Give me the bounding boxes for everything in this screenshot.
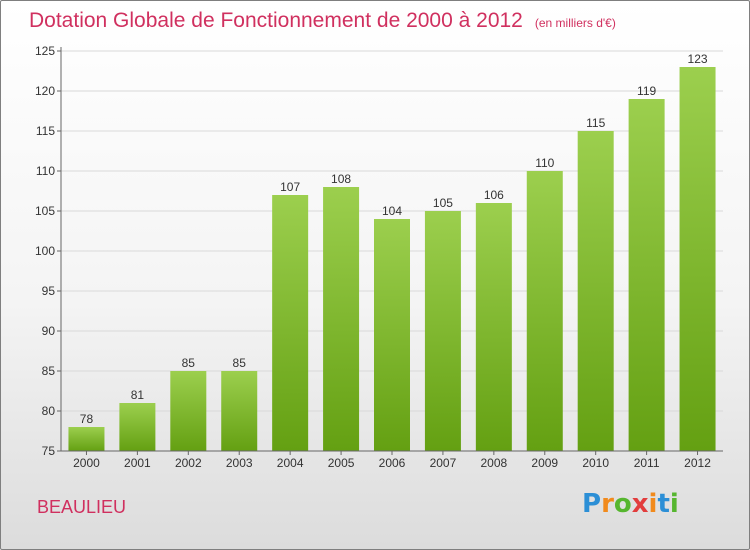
- x-tick-label: 2000: [73, 456, 100, 470]
- bar-value-label: 106: [484, 188, 504, 202]
- x-tick-label: 2004: [277, 456, 304, 470]
- logo-letter: t: [657, 489, 670, 519]
- bars: [68, 67, 716, 451]
- logo-letter: r: [601, 489, 614, 519]
- logo-letter: i: [648, 489, 658, 519]
- y-tick-label: 105: [35, 204, 55, 218]
- x-tick-label: 2012: [684, 456, 711, 470]
- bar: [119, 403, 156, 451]
- x-tick-label: 2009: [531, 456, 558, 470]
- bar-value-label: 105: [433, 196, 453, 210]
- bar: [374, 219, 410, 451]
- y-tick-label: 80: [42, 404, 56, 418]
- axes: 75 80 85 90 95 100 105 110 115 120 125 2000 2001 2002…: [35, 44, 723, 470]
- bar: [272, 195, 309, 451]
- logo-letter: i: [669, 489, 679, 519]
- logo-letter: x: [631, 489, 649, 519]
- x-tick-label: 2008: [480, 456, 507, 470]
- bar-value-label: 119: [637, 84, 656, 98]
- bar: [577, 131, 614, 451]
- bar-value-label: 107: [280, 180, 300, 194]
- x-tick-label: 2007: [430, 456, 457, 470]
- bar: [170, 371, 207, 451]
- data-labels: 78 81 85 85 107 108 104 105 106 110 115 119 123: [80, 52, 708, 426]
- chart-title: Dotation Globale de Fonctionnement de 20…: [29, 9, 616, 33]
- bar-value-label: 115: [586, 116, 605, 130]
- proxiti-logo: Proxiti: [582, 489, 679, 519]
- location-name: BEAULIEU: [37, 497, 127, 517]
- bar-value-label: 85: [233, 356, 247, 370]
- bar-value-label: 108: [331, 172, 351, 186]
- y-tick-label: 120: [35, 84, 55, 98]
- x-tick-label: 2006: [379, 456, 406, 470]
- y-tick-label: 125: [35, 44, 55, 58]
- bar: [221, 371, 258, 451]
- x-tick-label: 2010: [582, 456, 609, 470]
- bar: [68, 427, 105, 451]
- bar-value-label: 81: [131, 388, 145, 402]
- y-tick-label: 110: [36, 164, 55, 178]
- bar: [424, 211, 461, 451]
- bar: [475, 203, 512, 451]
- x-tick-label: 2011: [634, 456, 660, 470]
- chart-subtitle: (en milliers d'€): [534, 16, 616, 30]
- title-text: Dotation Globale de Fonctionnement de 20…: [29, 9, 523, 32]
- bar: [323, 187, 360, 451]
- x-tick-label: 2001: [124, 456, 151, 470]
- logo-letter: P: [582, 489, 602, 519]
- y-tick-label: 75: [42, 444, 56, 458]
- bar-value-label: 78: [80, 412, 94, 426]
- bar-value-label: 104: [382, 204, 402, 218]
- y-tick-label: 90: [42, 324, 56, 338]
- bar-value-label: 110: [535, 156, 554, 170]
- logo-letter: o: [613, 489, 632, 519]
- y-tick-label: 95: [42, 284, 56, 298]
- x-tick-label: 2003: [226, 456, 253, 470]
- y-tick-label: 100: [35, 244, 55, 258]
- bar: [526, 171, 563, 451]
- y-tick-label: 85: [42, 364, 56, 378]
- bar: [679, 67, 716, 451]
- y-tick-label: 115: [36, 124, 55, 138]
- bar-value-label: 123: [688, 52, 708, 66]
- x-tick-label: 2002: [175, 456, 202, 470]
- bar-value-label: 85: [182, 356, 196, 370]
- bar: [628, 99, 665, 451]
- x-tick-label: 2005: [328, 456, 355, 470]
